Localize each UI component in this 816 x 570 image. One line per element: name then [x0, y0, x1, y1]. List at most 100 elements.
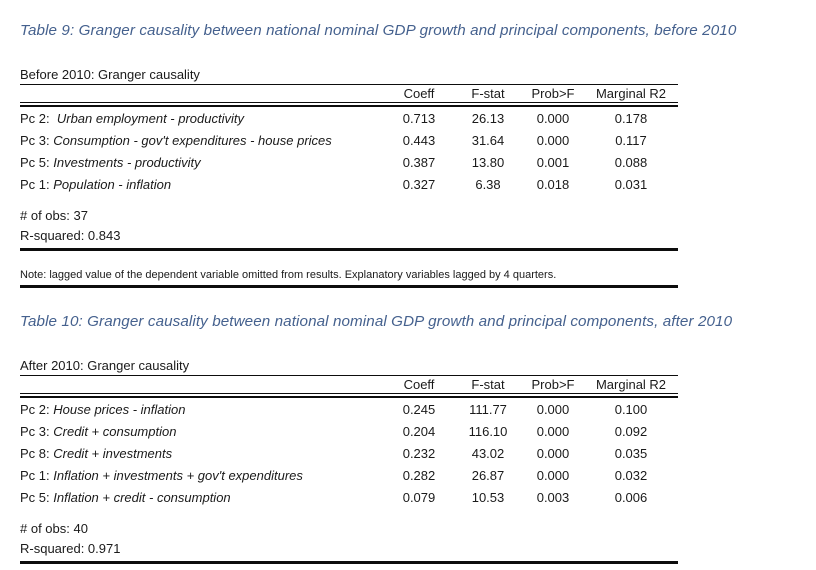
row-label: Pc 3: Credit + consumption [20, 424, 384, 439]
cell-coeff: 0.387 [402, 154, 436, 170]
row-label: Pc 5: Inflation + credit - consumption [20, 490, 384, 505]
pc-prefix: Pc 3: [20, 132, 54, 148]
cell-coeff: 0.282 [402, 467, 436, 483]
table9-header-row: Coeff F-stat Prob>F Marginal R2 [20, 85, 678, 102]
column-header-marginal: Marginal R2 [595, 377, 667, 392]
rule [20, 248, 678, 251]
cell-prob: 0.000 [536, 401, 570, 417]
cell-prob: 0.018 [536, 176, 570, 192]
pc-description: Investments - productivity [53, 154, 201, 170]
rule [20, 102, 678, 107]
table-row: Pc 3: Consumption - gov't expenditures -… [20, 129, 678, 151]
column-header-prob: Prob>F [531, 377, 575, 392]
column-header-fstat: F-stat [471, 86, 505, 101]
cell-fstat: 6.38 [475, 176, 501, 192]
pc-prefix: Pc 3: [20, 423, 54, 439]
pc-description: Credit + consumption [53, 423, 177, 439]
cell-coeff: 0.443 [402, 132, 436, 148]
row-label: Pc 1: Population - inflation [20, 177, 384, 192]
rule [20, 375, 678, 376]
cell-marginal: 0.088 [614, 154, 648, 170]
pc-prefix: Pc 5: [20, 154, 54, 170]
table-row: Pc 2: Urban employment - productivity 0.… [20, 107, 678, 129]
pc-prefix: Pc 2: [20, 110, 57, 126]
cell-marginal: 0.092 [614, 423, 648, 439]
rule [20, 561, 678, 564]
column-header-coeff: Coeff [403, 377, 435, 392]
table-row: Pc 3: Credit + consumption 0.204 116.10 … [20, 420, 678, 442]
table10-stats: # of obs: 40 R-squared: 0.971 [20, 519, 678, 564]
cell-fstat: 26.13 [471, 110, 505, 126]
table10-subtitle: After 2010: Granger causality [20, 358, 190, 373]
cell-marginal: 0.035 [614, 445, 648, 461]
table9: Before 2010: Granger causality Coeff F-s… [20, 67, 678, 251]
table9-caption: Table 9: Granger causality between natio… [20, 22, 737, 39]
cell-marginal: 0.032 [614, 467, 648, 483]
cell-prob: 0.000 [536, 110, 570, 126]
pc-prefix: Pc 1: [20, 467, 54, 483]
row-label: Pc 2: Urban employment - productivity [20, 111, 384, 126]
row-label: Pc 2: House prices - inflation [20, 402, 384, 417]
pc-description: Inflation + investments + gov't expendit… [53, 467, 303, 483]
cell-prob: 0.003 [536, 489, 570, 505]
column-header-fstat: F-stat [471, 377, 505, 392]
table10-caption: Table 10: Granger causality between nati… [20, 313, 733, 330]
cell-marginal: 0.006 [614, 489, 648, 505]
rule [20, 285, 678, 288]
table-row: Pc 8: Credit + investments 0.232 43.02 0… [20, 442, 678, 464]
table9-stats: # of obs: 37 R-squared: 0.843 [20, 206, 678, 251]
cell-coeff: 0.204 [402, 423, 436, 439]
cell-prob: 0.000 [536, 445, 570, 461]
pc-description: Inflation + credit - consumption [53, 489, 231, 505]
cell-prob: 0.000 [536, 467, 570, 483]
pc-description: Urban employment - productivity [56, 110, 244, 126]
pc-description: Population - inflation [53, 176, 172, 192]
obs-count: # of obs: 37 [20, 208, 88, 223]
cell-fstat: 13.80 [471, 154, 505, 170]
cell-marginal: 0.031 [614, 176, 648, 192]
r-squared: R-squared: 0.843 [20, 228, 121, 243]
pc-description: Consumption - gov't expenditures - house… [53, 132, 332, 148]
cell-marginal: 0.117 [615, 132, 647, 148]
cell-coeff: 0.079 [402, 489, 436, 505]
cell-marginal: 0.178 [614, 110, 648, 126]
cell-prob: 0.001 [536, 154, 570, 170]
table10: After 2010: Granger causality Coeff F-st… [20, 358, 678, 564]
cell-fstat: 10.53 [471, 489, 505, 505]
row-label: Pc 5: Investments - productivity [20, 155, 384, 170]
column-header-marginal: Marginal R2 [595, 86, 667, 101]
pc-prefix: Pc 8: [20, 445, 54, 461]
table10-header-row: Coeff F-stat Prob>F Marginal R2 [20, 376, 678, 393]
obs-count: # of obs: 40 [20, 521, 88, 536]
cell-coeff: 0.245 [402, 401, 436, 417]
table-row: Pc 1: Population - inflation 0.327 6.38 … [20, 173, 678, 195]
table-row: Pc 2: House prices - inflation 0.245 111… [20, 398, 678, 420]
row-label: Pc 1: Inflation + investments + gov't ex… [20, 468, 384, 483]
cell-prob: 0.000 [536, 132, 570, 148]
table-row: Pc 5: Investments - productivity 0.387 1… [20, 151, 678, 173]
cell-marginal: 0.100 [614, 401, 648, 417]
table-row: Pc 1: Inflation + investments + gov't ex… [20, 464, 678, 486]
column-header-coeff: Coeff [403, 86, 435, 101]
pc-prefix: Pc 2: [20, 401, 54, 417]
cell-prob: 0.000 [536, 423, 570, 439]
column-header-prob: Prob>F [531, 86, 575, 101]
cell-fstat: 31.64 [471, 132, 505, 148]
cell-coeff: 0.327 [402, 176, 436, 192]
row-label: Pc 3: Consumption - gov't expenditures -… [20, 133, 384, 148]
table-note: Note: lagged value of the dependent vari… [20, 269, 557, 281]
table-row: Pc 5: Inflation + credit - consumption 0… [20, 486, 678, 508]
cell-fstat: 43.02 [471, 445, 505, 461]
cell-fstat: 116.10 [468, 423, 508, 439]
cell-coeff: 0.232 [402, 445, 436, 461]
pc-description: Credit + investments [53, 445, 173, 461]
pc-description: House prices - inflation [53, 401, 186, 417]
cell-coeff: 0.713 [402, 110, 436, 126]
note-block: Note: lagged value of the dependent vari… [20, 268, 678, 288]
r-squared: R-squared: 0.971 [20, 541, 121, 556]
pc-prefix: Pc 5: [20, 489, 54, 505]
cell-fstat: 26.87 [471, 467, 505, 483]
pc-prefix: Pc 1: [20, 176, 54, 192]
table9-subtitle: Before 2010: Granger causality [20, 67, 200, 82]
